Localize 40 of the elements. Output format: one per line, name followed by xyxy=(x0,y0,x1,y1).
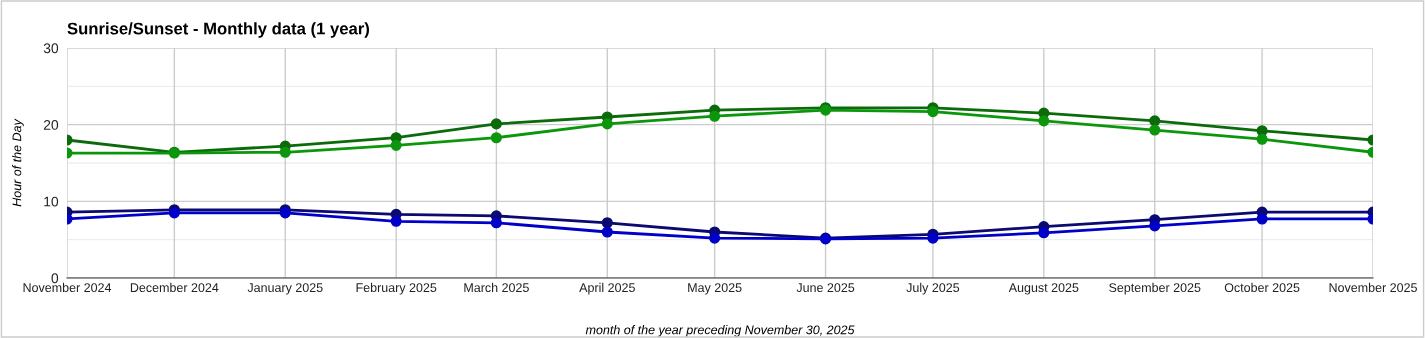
point xyxy=(390,139,402,151)
point xyxy=(490,217,502,229)
y-tick-label: 30 xyxy=(43,43,59,54)
point xyxy=(1038,227,1050,239)
point xyxy=(1256,133,1268,145)
y-tick-label: 10 xyxy=(44,196,59,207)
point xyxy=(927,106,939,118)
point xyxy=(490,132,502,144)
x-tick-label: March 2025 xyxy=(464,282,529,293)
point xyxy=(601,217,613,229)
x-tick-label: November 2024 xyxy=(23,282,112,293)
point xyxy=(1038,115,1050,127)
point xyxy=(601,118,613,130)
y-tick-label: 0 xyxy=(51,273,59,284)
x-tick-label: May 2025 xyxy=(688,283,742,295)
point xyxy=(709,232,721,244)
x-tick-label: September 2025 xyxy=(1109,282,1201,295)
x-tick-label: June 2025 xyxy=(796,283,855,293)
point xyxy=(1149,124,1161,136)
x-tick-label: December 2024 xyxy=(130,282,219,293)
x-tick-label: July 2025 xyxy=(906,282,960,295)
point xyxy=(601,226,613,238)
point xyxy=(279,146,291,158)
point xyxy=(1256,213,1268,225)
point xyxy=(390,215,402,227)
x-tick-label: October 2025 xyxy=(1224,282,1300,293)
point xyxy=(490,118,502,130)
point xyxy=(927,232,939,244)
x-tick-label: April 2025 xyxy=(579,282,635,295)
point xyxy=(709,110,721,122)
point xyxy=(1149,115,1161,127)
x-axis-title: month of the year preceding November 30, 2025 xyxy=(585,325,855,337)
y-tick-label: 20 xyxy=(43,120,59,130)
point xyxy=(1149,220,1161,232)
x-tick-label: January 2025 xyxy=(247,283,323,295)
x-tick-label: November 2025 xyxy=(1329,282,1417,293)
x-tick-label: February 2025 xyxy=(356,282,437,295)
x-tick-label: August 2025 xyxy=(1008,283,1079,295)
chart-title: Sunrise/Sunset - Monthly data (1 year) xyxy=(67,22,370,38)
y-axis-title: Hour of the Day xyxy=(12,118,24,207)
